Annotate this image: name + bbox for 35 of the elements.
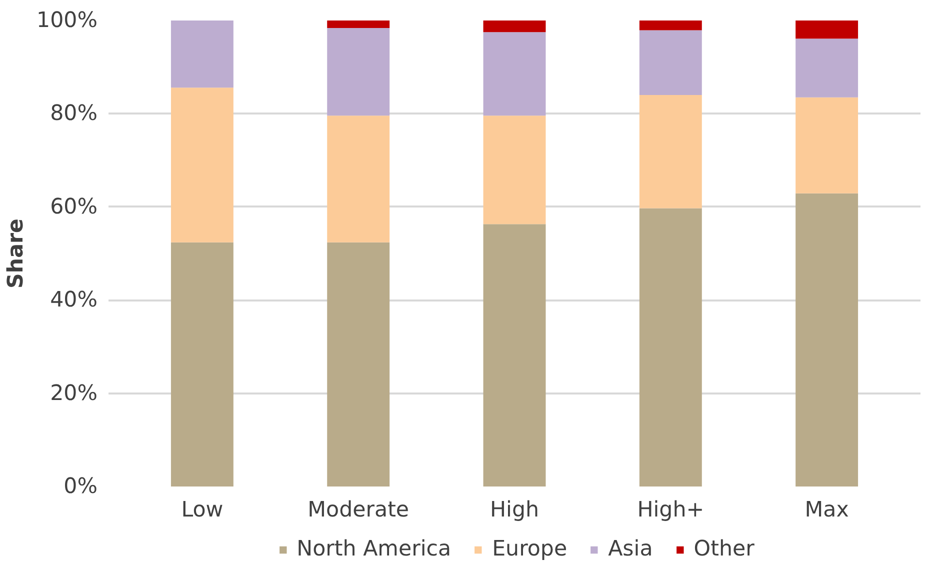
bar	[483, 20, 546, 32]
y-tick-label: 60%	[50, 194, 98, 220]
bar	[170, 20, 234, 88]
bar	[327, 28, 390, 116]
bar	[327, 116, 390, 242]
bar	[170, 88, 234, 242]
bar	[483, 116, 546, 224]
bar	[639, 95, 702, 208]
bar	[639, 208, 702, 486]
x-tick-label: High	[490, 498, 540, 522]
y-tick-label: 40%	[50, 288, 98, 313]
bar	[483, 32, 546, 116]
bar	[796, 193, 858, 486]
legend-label: North America	[296, 536, 452, 562]
y-tick-label: 20%	[50, 380, 98, 406]
y-axis-title: Share	[4, 218, 29, 288]
bar	[796, 20, 858, 39]
bar	[796, 97, 858, 194]
bar	[483, 224, 546, 486]
legend-label: Asia	[608, 536, 653, 562]
bar	[170, 242, 234, 486]
bar	[327, 20, 390, 28]
x-tick-label: High+	[637, 498, 704, 522]
bar	[796, 38, 858, 98]
legend-label: Europe	[492, 536, 568, 562]
bar	[327, 242, 390, 486]
x-tick-label: Moderate	[308, 498, 410, 522]
x-tick-label: Low	[181, 498, 224, 522]
legend-label: Other	[694, 536, 754, 562]
y-tick-label: 0%	[64, 474, 98, 499]
y-tick-label: 80%	[50, 101, 98, 126]
y-tick-label: 100%	[36, 8, 98, 33]
bar	[639, 30, 702, 96]
bar	[639, 20, 702, 30]
x-tick-label: Max	[804, 498, 849, 522]
